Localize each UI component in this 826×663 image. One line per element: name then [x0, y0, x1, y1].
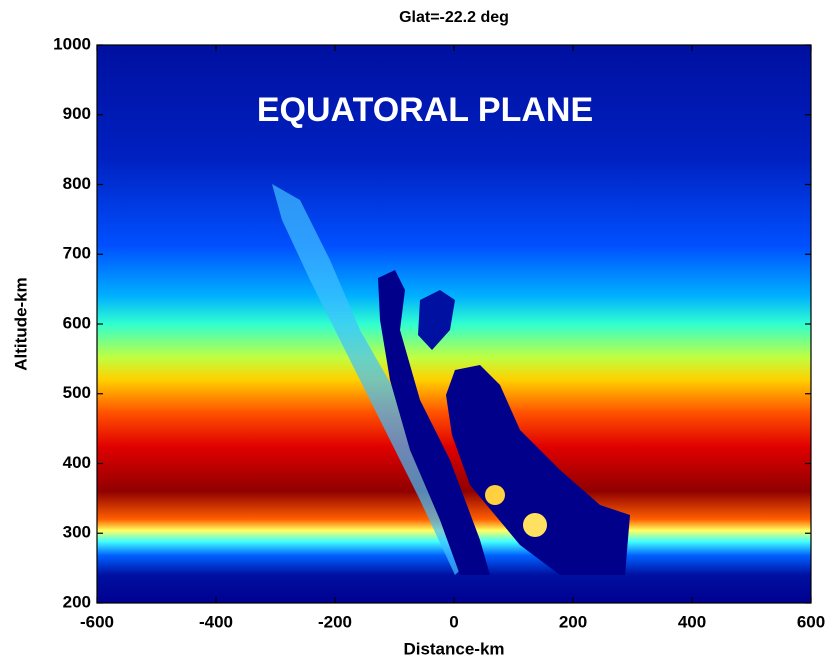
y-tick-label: 900: [63, 104, 91, 123]
y-tick-label: 600: [63, 313, 91, 332]
chart-title: Glat=-22.2 deg: [399, 9, 509, 26]
y-tick-label: 300: [63, 523, 91, 542]
plume-pocket: [485, 485, 505, 505]
x-tick-label: -600: [80, 612, 114, 631]
y-axis-label: Altitude-km: [11, 277, 30, 371]
plume-pocket: [523, 513, 547, 537]
field: [97, 45, 811, 603]
y-tick-label: 500: [63, 383, 91, 402]
plume-finger: [378, 270, 490, 575]
x-tick-label: -200: [318, 612, 352, 631]
x-tick-label: 400: [678, 612, 706, 631]
plume-streak: [272, 184, 470, 575]
plume-finger: [418, 290, 455, 350]
x-tick-label: -400: [199, 612, 233, 631]
x-tick-label: 600: [797, 612, 825, 631]
x-axis-label: Distance-km: [403, 639, 504, 658]
y-tick-label: 400: [63, 453, 91, 472]
annotation: EQUATORAL PLANE: [257, 91, 593, 129]
y-tick-label: 200: [63, 592, 91, 611]
y-tick-label: 700: [63, 244, 91, 263]
x-tick-label: 0: [449, 612, 458, 631]
plume-body: [446, 365, 630, 575]
y-tick-label: 800: [63, 174, 91, 193]
y-tick-label: 1000: [53, 34, 91, 53]
x-tick-label: 200: [559, 612, 587, 631]
